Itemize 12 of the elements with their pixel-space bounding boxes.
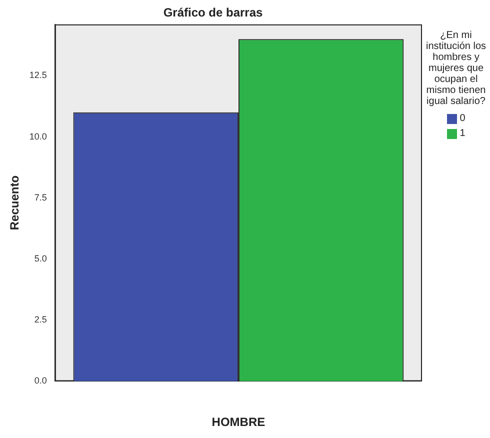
y-axis-title: Recuento [8,175,22,230]
legend-label: 0 [460,113,466,124]
y-tick-label: 0.0 [34,376,47,386]
x-axis-title: HOMBRE [212,415,266,430]
y-tick-label: 2.5 [34,314,47,325]
y-tick-label: 10.0 [29,131,47,142]
legend-title: ¿En mi institución los hombres y mujeres que ocupan el mismo tienen igual salario? [424,30,488,107]
chart-title: Gráfico de barras [163,6,264,20]
y-tick-label: 7.5 [34,192,47,202]
legend-label: 1 [460,128,466,139]
y-tick-label: 5.0 [34,253,47,264]
y-tick-label: 12.5 [29,70,47,80]
